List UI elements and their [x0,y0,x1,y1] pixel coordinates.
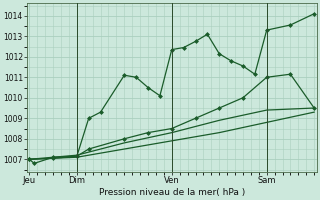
X-axis label: Pression niveau de la mer( hPa ): Pression niveau de la mer( hPa ) [99,188,245,197]
